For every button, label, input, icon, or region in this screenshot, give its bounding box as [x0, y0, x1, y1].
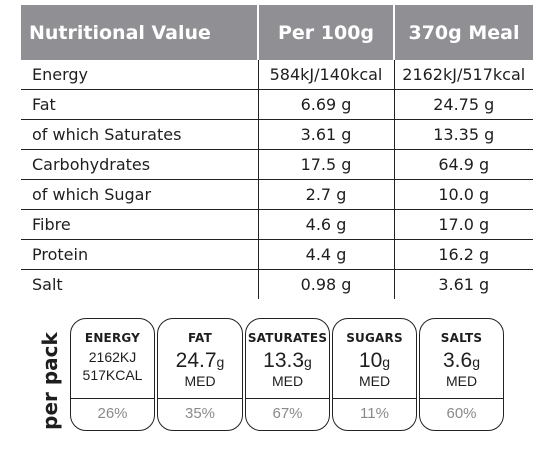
table-row: Fat 6.69 g 24.75 g: [21, 89, 533, 120]
meal-value: 24.75 g: [393, 89, 533, 120]
sugars-badge: SUGARS 10g MED 11%: [332, 318, 417, 431]
salts-percent: 60%: [420, 398, 503, 430]
energy-kj: 2162KJ: [88, 349, 137, 365]
saturates-badge-head: SATURATES 13.3g MED: [246, 319, 329, 398]
saturates-amount: 13.3: [263, 349, 305, 372]
fat-title: FAT: [188, 331, 212, 345]
per-100g-value: 584kJ/140kcal: [257, 60, 394, 90]
sugars-unit: g: [382, 354, 391, 370]
meal-value: 64.9 g: [393, 149, 533, 180]
per-100g-value: 17.5 g: [257, 149, 394, 180]
saturates-badge: SATURATES 13.3g MED 67%: [245, 318, 330, 431]
fat-value: 24.7g: [158, 349, 242, 374]
table-row: of which Sugar 2.7 g 10.0 g: [21, 179, 533, 210]
per-100g-value: 0.98 g: [257, 269, 394, 299]
per-pack-label: per pack: [32, 332, 68, 430]
nutrient-name: Fat: [21, 89, 258, 120]
saturates-unit: g: [304, 354, 312, 370]
energy-percent: 26%: [71, 398, 154, 430]
table-row: Protein 4.4 g 16.2 g: [21, 239, 533, 270]
sugars-value: 10g: [333, 349, 416, 374]
saturates-percent: 67%: [246, 398, 329, 430]
saturates-title: SATURATES: [247, 331, 328, 345]
fat-level: MED: [184, 373, 216, 389]
table-row: Fibre 4.6 g 17.0 g: [21, 209, 533, 240]
header-nutritional-value: Nutritional Value: [21, 5, 258, 60]
meal-value: 16.2 g: [393, 239, 533, 270]
sugars-percent: 11%: [333, 398, 416, 430]
salts-value: 3.6g: [420, 349, 503, 374]
fat-badge: FAT 24.7g MED 35%: [157, 318, 243, 431]
salts-badge: SALTS 3.6g MED 60%: [419, 318, 504, 431]
sugars-level: MED: [358, 373, 391, 389]
fat-percent: 35%: [158, 398, 242, 430]
table-row: Salt 0.98 g 3.61 g: [21, 269, 533, 299]
meal-value: 17.0 g: [393, 209, 533, 240]
sugars-amount: 10: [358, 349, 383, 372]
salts-badge-head: SALTS 3.6g MED: [420, 319, 503, 398]
fat-amount: 24.7: [175, 349, 217, 372]
per-pack-text: per pack: [38, 332, 62, 430]
salts-unit: g: [472, 354, 480, 370]
per-100g-value: 6.69 g: [257, 89, 394, 120]
nutrient-name: Fibre: [21, 209, 258, 240]
table-header-row: Nutritional Value Per 100g 370g Meal: [21, 5, 533, 60]
energy-title: ENERGY: [84, 331, 141, 345]
meal-value: 13.35 g: [393, 119, 533, 150]
header-meal: 370g Meal: [393, 5, 533, 60]
table-row: Energy 584kJ/140kcal 2162kJ/517kcal: [21, 60, 533, 90]
sugars-badge-head: SUGARS 10g MED: [333, 319, 416, 398]
header-per-100g: Per 100g: [257, 5, 394, 60]
per-100g-value: 3.61 g: [257, 119, 394, 150]
meal-value: 3.61 g: [393, 269, 533, 299]
salts-title: SALTS: [440, 331, 483, 345]
energy-badge-head: ENERGY 2162KJ 517KCAL: [71, 319, 154, 398]
meal-value: 2162kJ/517kcal: [393, 60, 533, 90]
salts-amount: 3.6: [443, 349, 473, 372]
salts-level: MED: [445, 373, 478, 389]
table-row: of which Saturates 3.61 g 13.35 g: [21, 119, 533, 150]
per-100g-value: 4.4 g: [257, 239, 394, 270]
nutrient-name: Protein: [21, 239, 258, 270]
fat-unit: g: [216, 354, 225, 370]
nutrition-table: Nutritional Value Per 100g 370g Meal Ene…: [21, 5, 533, 299]
per-100g-value: 4.6 g: [257, 209, 394, 240]
sugars-title: SUGARS: [346, 331, 403, 345]
table-row: Carbohydrates 17.5 g 64.9 g: [21, 149, 533, 180]
per-100g-value: 2.7 g: [257, 179, 394, 210]
energy-kcal: 517KCAL: [82, 367, 143, 383]
nutrient-name: Carbohydrates: [21, 149, 258, 180]
fat-badge-head: FAT 24.7g MED: [158, 319, 242, 398]
nutrient-name: Salt: [32, 275, 63, 294]
nutrient-name: of which Sugar: [21, 179, 258, 210]
saturates-value: 13.3g: [246, 349, 329, 374]
saturates-level: MED: [271, 373, 304, 389]
nutrient-name: Energy: [21, 60, 258, 90]
meal-value: 10.0 g: [393, 179, 533, 210]
nutrient-name: of which Saturates: [21, 119, 258, 150]
energy-badge: ENERGY 2162KJ 517KCAL 26%: [70, 318, 155, 431]
